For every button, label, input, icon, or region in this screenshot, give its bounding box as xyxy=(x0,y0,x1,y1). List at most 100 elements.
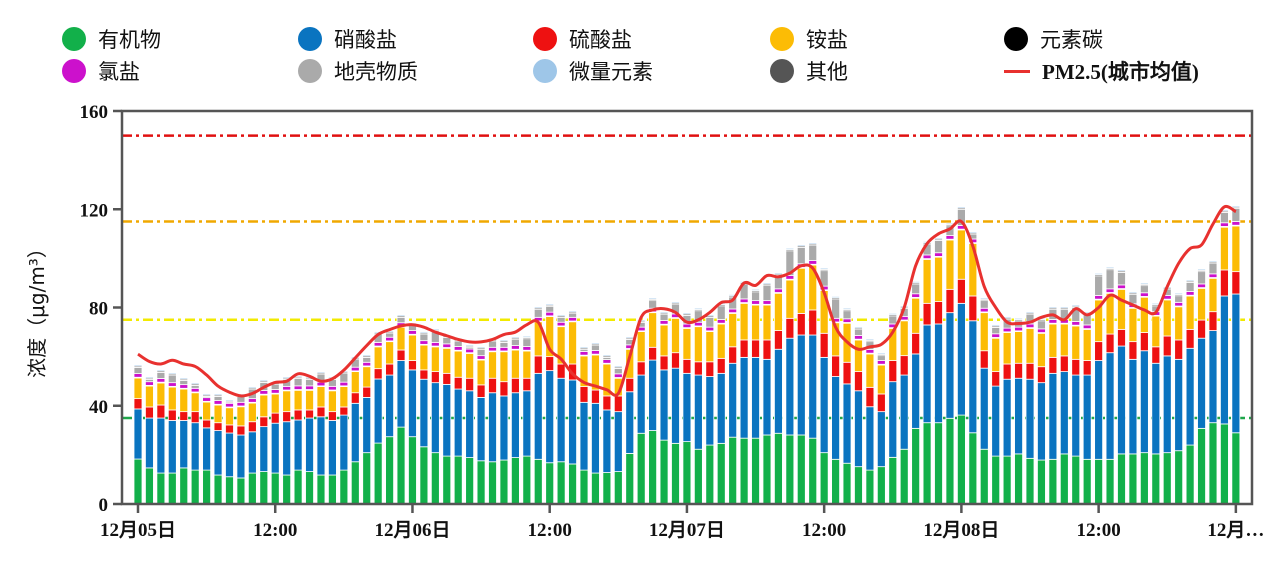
bar-segment xyxy=(305,379,314,387)
bar-segment xyxy=(316,386,326,408)
bar-segment xyxy=(579,401,589,471)
bar-segment xyxy=(156,378,166,383)
bar-segment xyxy=(602,359,612,364)
bar-segment xyxy=(522,335,532,338)
bar-segment xyxy=(1059,371,1069,455)
x-tick-label: 12月05日 xyxy=(100,520,176,541)
legend-item-other: 其他 xyxy=(770,56,848,86)
bar-segment xyxy=(979,297,989,300)
bar-segment xyxy=(579,351,589,356)
bar-segment xyxy=(1037,320,1046,330)
legend-dot-icon xyxy=(298,59,322,83)
bar-segment xyxy=(213,396,223,401)
legend-item-nitrate: 硝酸盐 xyxy=(298,24,397,54)
bar-segment xyxy=(328,390,337,413)
bar-segment xyxy=(225,407,234,426)
legend-item-crustal: 地壳物质 xyxy=(298,56,418,86)
bar-segment xyxy=(774,432,783,505)
bar-segment xyxy=(385,363,394,376)
bar-segment xyxy=(545,462,555,505)
bar-segment xyxy=(1162,355,1172,454)
bar-segment xyxy=(739,339,749,358)
bar-segment xyxy=(373,368,383,380)
bar-segment xyxy=(408,436,417,505)
bar-segment xyxy=(1231,271,1241,295)
bar-segment xyxy=(1128,291,1138,294)
bar-segment xyxy=(362,452,372,505)
bar-segment xyxy=(167,409,177,421)
bar-segment xyxy=(785,247,795,250)
bar-segment xyxy=(739,298,749,303)
bar-segment xyxy=(1025,311,1035,314)
bar-segment xyxy=(556,377,566,463)
bar-segment xyxy=(465,344,475,347)
axes: 0 40 80 120 160 12月05日 12:00 12月06日 12:00 12月07日 1… xyxy=(80,102,1265,541)
bar-segment xyxy=(1025,378,1035,459)
bar-segment xyxy=(888,381,898,458)
bar-segment xyxy=(442,455,452,505)
bar-segment xyxy=(488,461,497,505)
bar-segment xyxy=(1048,372,1058,460)
bar-segment xyxy=(293,469,303,505)
bar-segment xyxy=(499,351,509,383)
bar-segment xyxy=(545,356,555,372)
bar-segment xyxy=(979,312,989,352)
bar-segment xyxy=(1139,332,1149,352)
bar-segment xyxy=(899,374,909,450)
bar-segment xyxy=(167,420,177,474)
bar-segment xyxy=(1071,325,1081,360)
bar-segment xyxy=(613,471,623,505)
bar-segment xyxy=(282,385,292,391)
bar-segment xyxy=(1139,285,1149,294)
bar-segment xyxy=(1071,358,1081,376)
bar-segment xyxy=(625,336,635,339)
bar-segment xyxy=(270,412,280,424)
bar-segment xyxy=(648,430,658,505)
bar-segment xyxy=(1002,332,1012,365)
bar-segment xyxy=(270,422,280,474)
bar-segment xyxy=(945,239,955,290)
bar-segment xyxy=(533,355,543,374)
bar-segment xyxy=(991,333,1001,338)
bar-segment xyxy=(145,467,154,505)
bar-segment xyxy=(1117,345,1126,455)
legend-label: 硝酸盐 xyxy=(334,28,397,52)
x-tick-label: 12月… xyxy=(1207,520,1264,541)
bar-segment xyxy=(693,326,703,363)
bar-segment xyxy=(876,360,886,365)
bar-segment xyxy=(682,358,692,374)
bar-segment xyxy=(808,260,818,265)
bar-segment xyxy=(785,279,795,319)
bar-segment xyxy=(1025,327,1035,364)
bar-segment xyxy=(339,469,349,505)
bar-segment xyxy=(934,240,943,254)
bar-segment xyxy=(1174,295,1184,303)
bar-segment xyxy=(671,442,680,505)
bar-segment xyxy=(728,436,738,505)
x-tick-label: 12:00 xyxy=(802,520,846,541)
bar-segment xyxy=(1014,317,1023,320)
bar-segment xyxy=(247,431,257,474)
bar-segment xyxy=(133,398,143,410)
bar-segment xyxy=(259,426,269,472)
bar-segment xyxy=(1174,450,1184,505)
bar-segment xyxy=(202,401,212,421)
bar-segment xyxy=(751,356,760,439)
bar-segment xyxy=(247,421,257,433)
bar-segment xyxy=(533,372,543,460)
bar-segment xyxy=(876,466,886,505)
bar-segment xyxy=(751,291,760,302)
bar-segment xyxy=(259,394,269,418)
bar-segment xyxy=(613,395,623,413)
bar-segment xyxy=(430,382,440,454)
bar-segment xyxy=(991,326,1001,335)
bar-segment xyxy=(1174,292,1184,295)
bar-segment xyxy=(476,384,486,398)
bar-segment xyxy=(430,452,440,505)
bar-segment xyxy=(1185,291,1195,296)
bar-segment xyxy=(648,312,658,348)
bar-segment xyxy=(979,300,989,309)
bar-segment xyxy=(1048,458,1058,505)
bar-segment xyxy=(888,312,898,316)
bar-segment xyxy=(1117,271,1126,286)
